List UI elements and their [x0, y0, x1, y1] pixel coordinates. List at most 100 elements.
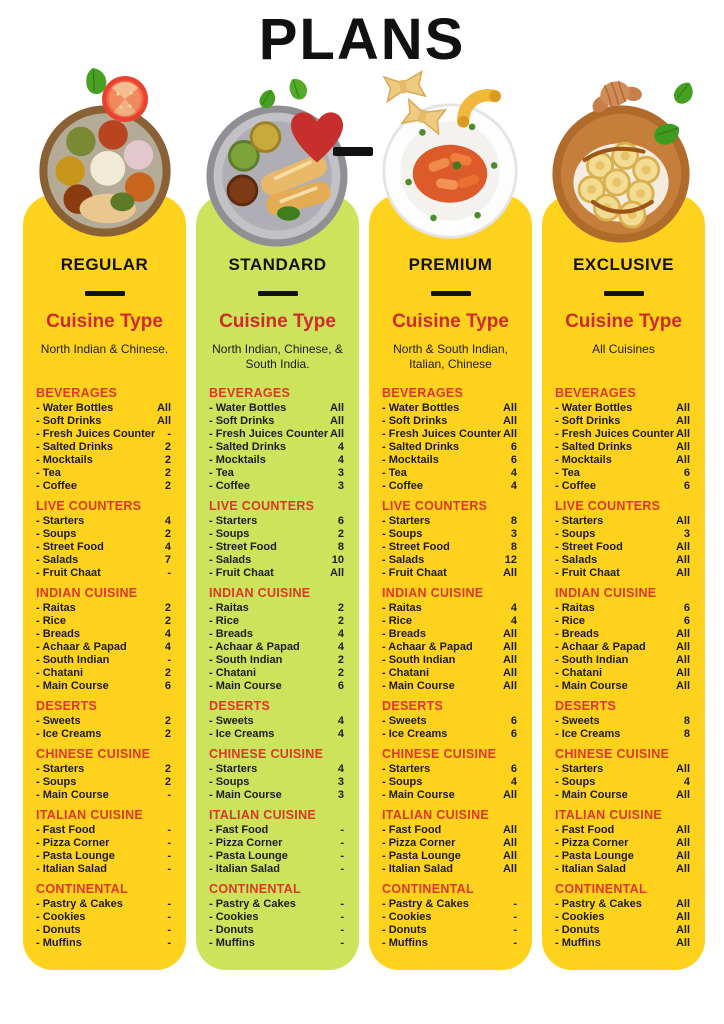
menu-item-row: - Main Course All: [382, 680, 519, 693]
menu-section: INDIAN CUISINE - Raitas 4 - Rice 4 - Bre…: [382, 586, 519, 693]
item-value: 4: [164, 515, 171, 527]
item-value: -: [513, 898, 517, 910]
item-value: All: [502, 428, 517, 440]
menu-item-row: - Breads All: [382, 628, 519, 641]
menu-item-row: - Starters All: [555, 515, 692, 528]
item-value: All: [675, 541, 690, 553]
item-value: 2: [164, 763, 171, 775]
item-label: - Pizza Corner: [382, 837, 456, 849]
item-value: 4: [510, 467, 517, 479]
item-label: - Fruit Chaat: [209, 567, 274, 579]
menu-item-row: - Salads 10: [209, 554, 346, 567]
menu-section: BEVERAGES - Water Bottles All - Soft Dri…: [36, 386, 173, 493]
item-label: - Soups: [36, 528, 77, 540]
item-label: - Italian Salad: [209, 863, 280, 875]
item-label: - Fresh Juices Counter: [36, 428, 156, 440]
section-items: - Pastry & Cakes - - Cookies - - Donuts …: [382, 898, 519, 950]
item-value: 4: [337, 728, 344, 740]
section-items: - Starters 6 - Soups 4 - Main Course All: [382, 763, 519, 802]
item-value: -: [167, 567, 171, 579]
item-value: 3: [337, 480, 344, 492]
item-value: All: [675, 402, 690, 414]
item-value: 4: [337, 441, 344, 453]
item-label: - Starters: [382, 515, 431, 527]
item-value: -: [167, 850, 171, 862]
item-value: All: [675, 567, 690, 579]
item-label: - Soups: [382, 528, 423, 540]
item-label: - Muffins: [36, 937, 82, 949]
menu-item-row: - Rice 2: [209, 615, 346, 628]
item-label: - Soups: [555, 528, 596, 540]
item-label: - Ice Creams: [36, 728, 102, 740]
item-label: - Muffins: [555, 937, 601, 949]
item-value: -: [340, 898, 344, 910]
item-label: - Street Food: [382, 541, 450, 553]
item-value: All: [675, 428, 690, 440]
section-items: - Starters 4 - Soups 3 - Main Course 3: [209, 763, 346, 802]
item-value: All: [675, 924, 690, 936]
cuisine-type-heading: Cuisine Type: [46, 311, 163, 332]
item-value: 2: [337, 602, 344, 614]
menu-item-row: - Sweets 4: [209, 715, 346, 728]
item-label: - South Indian: [209, 654, 283, 666]
item-value: 6: [337, 680, 344, 692]
menu-item-row: - Donuts All: [555, 924, 692, 937]
item-label: - Main Course: [382, 680, 455, 692]
item-value: All: [329, 428, 344, 440]
item-label: - Soups: [209, 776, 250, 788]
menu-item-row: - Salted Drinks 6: [382, 441, 519, 454]
item-value: All: [329, 402, 344, 414]
item-value: -: [340, 824, 344, 836]
item-label: - Pasta Lounge: [209, 850, 288, 862]
menu-item-row: - Fruit Chaat All: [382, 567, 519, 580]
item-label: - Breads: [209, 628, 254, 640]
section-items: - Water Bottles All - Soft Drinks All - …: [382, 402, 519, 493]
menu-item-row: - Starters 4: [209, 763, 346, 776]
section-heading: INDIAN CUISINE: [209, 586, 311, 600]
menu-section: LIVE COUNTERS - Starters 6 - Soups 2 - S…: [209, 499, 346, 580]
item-label: - Fast Food: [382, 824, 442, 836]
item-label: - Salads: [382, 554, 425, 566]
menu-section: LIVE COUNTERS - Starters 4 - Soups 2 - S…: [36, 499, 173, 580]
section-items: - Fast Food All - Pizza Corner All - Pas…: [555, 824, 692, 876]
menu-item-row: - Raitas 2: [36, 602, 173, 615]
menu-item-row: - Pastry & Cakes -: [36, 898, 173, 911]
item-label: - Sweets: [209, 715, 254, 727]
item-value: All: [675, 680, 690, 692]
menu-item-row: - Sweets 6: [382, 715, 519, 728]
menu-item-row: - Starters 6: [382, 763, 519, 776]
macaroni-icon: [454, 81, 504, 139]
item-label: - Main Course: [209, 789, 282, 801]
menu-item-row: - Street Food 8: [382, 541, 519, 554]
section-items: - Fast Food - - Pizza Corner - - Pasta L…: [36, 824, 173, 876]
basil-leaf-icon: [665, 76, 702, 115]
item-label: - Rice: [209, 615, 239, 627]
item-label: - Soft Drinks: [36, 415, 102, 427]
item-value: 4: [510, 615, 517, 627]
item-value: -: [167, 863, 171, 875]
item-label: - Main Course: [382, 789, 455, 801]
item-value: -: [340, 837, 344, 849]
section-heading: BEVERAGES: [555, 386, 637, 400]
menu-item-row: - Achaar & Papad All: [382, 641, 519, 654]
item-value: 6: [510, 715, 517, 727]
menu-item-row: - Main Course -: [36, 789, 173, 802]
menu-section: DESERTS - Sweets 4 - Ice Creams 4: [209, 699, 346, 741]
item-label: - Raitas: [382, 602, 422, 614]
menu-item-row: - Street Food 4: [36, 541, 173, 554]
item-label: - Water Bottles: [36, 402, 114, 414]
item-label: - Salads: [36, 554, 79, 566]
menu-item-row: - Cookies -: [36, 911, 173, 924]
item-value: 3: [337, 776, 344, 788]
menu-item-row: - Pastry & Cakes -: [382, 898, 519, 911]
item-value: -: [513, 924, 517, 936]
section-items: - Pastry & Cakes - - Cookies - - Donuts …: [209, 898, 346, 950]
menu-item-row: - Chatani All: [382, 667, 519, 680]
item-value: All: [329, 415, 344, 427]
section-heading: ITALIAN CUISINE: [555, 808, 663, 822]
item-label: - Starters: [209, 515, 258, 527]
item-label: - Cookies: [209, 911, 259, 923]
item-label: - Salted Drinks: [36, 441, 114, 453]
section-heading: CHINESE CUISINE: [36, 747, 151, 761]
item-label: - South Indian: [382, 654, 456, 666]
